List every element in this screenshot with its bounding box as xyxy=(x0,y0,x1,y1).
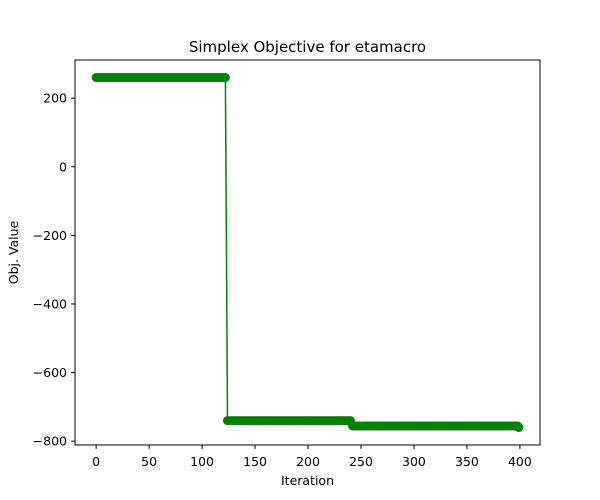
x-tick-label: 400 xyxy=(508,454,532,469)
x-tick-label: 350 xyxy=(455,454,479,469)
plot-frame xyxy=(74,59,541,446)
x-tick-label: 0 xyxy=(92,454,100,469)
x-tick-label: 250 xyxy=(349,454,373,469)
y-axis-label: Obj. Value xyxy=(6,220,21,284)
y-tick-label: −200 xyxy=(33,228,67,243)
y-tick-label: −800 xyxy=(33,434,67,449)
x-tick-label: 200 xyxy=(296,454,320,469)
plot-background xyxy=(75,60,540,445)
x-tick-label: 100 xyxy=(190,454,214,469)
x-tick-label: 150 xyxy=(243,454,267,469)
series-points xyxy=(91,73,524,433)
chart-title: Simplex Objective for etamacro xyxy=(189,38,426,56)
x-tick-label: 50 xyxy=(141,454,157,469)
data-point xyxy=(220,73,230,83)
x-axis-ticks: 0 50 100 150 200 250 300 350 400 xyxy=(92,445,532,469)
y-tick-label: 200 xyxy=(43,91,67,106)
y-tick-label: −400 xyxy=(33,296,67,311)
y-tick-label: 0 xyxy=(59,159,67,174)
data-point xyxy=(514,423,524,433)
y-tick-label: −600 xyxy=(33,365,67,380)
x-tick-label: 300 xyxy=(402,454,426,469)
y-axis-ticks: −800 −600 −400 −200 0 200 xyxy=(33,91,75,449)
x-axis-label: Iteration xyxy=(281,473,334,488)
